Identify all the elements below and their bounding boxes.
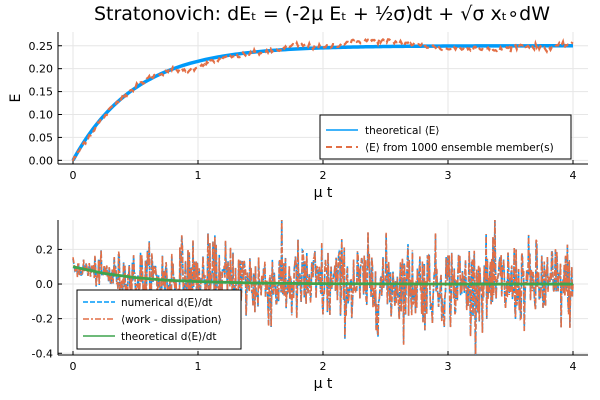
legend-label: ⟨E⟩ from 1000 ensemble member(s) — [365, 142, 554, 154]
x-tick-label: 0 — [70, 169, 77, 182]
y-tick-label: 0.10 — [29, 109, 54, 122]
y-tick-label: -0.4 — [32, 347, 53, 360]
y-tick-label: -0.2 — [32, 313, 53, 326]
plot-area — [71, 35, 574, 162]
y-tick-label: 0.05 — [29, 131, 54, 144]
y-tick-label: 0.00 — [29, 154, 54, 167]
y-tick-label: 0.2 — [36, 243, 54, 256]
top-panel: 0 1 2 3 4 0.00 0.05 0.10 0.15 0.20 0.25 μ t Etheoret… — [8, 32, 588, 201]
x-tick-label: 1 — [195, 169, 202, 182]
x-axis-label: μ t — [314, 185, 333, 201]
legend-label: ⟨work - dissipation⟩ — [121, 314, 222, 326]
x-tick-label: 4 — [570, 169, 577, 182]
series-theoretical-derivative — [72, 265, 573, 286]
x-axis-label: μ t — [314, 376, 333, 392]
chart-title: Stratonovich: dEₜ = (-2μ Eₜ + ½σ)dt + √σ… — [94, 3, 550, 25]
x-tick-label: 3 — [445, 169, 452, 182]
y-tick-label: 0.15 — [29, 86, 54, 99]
legend-label: theoretical ⟨E⟩ — [365, 125, 440, 137]
x-tick-label: 4 — [570, 360, 577, 373]
x-tick-label: 0 — [70, 360, 77, 373]
y-tick-label: 0.25 — [29, 40, 54, 53]
x-tick-label: 1 — [195, 360, 202, 373]
series-theoretical-mean-energy — [71, 44, 573, 162]
x-tick-label: 2 — [320, 169, 327, 182]
y-tick-label: 0.0 — [36, 278, 54, 291]
plot-area — [72, 220, 574, 355]
legend-box — [319, 114, 572, 160]
bottom-panel: 0 1 2 3 4 -0.4 -0.2 0.0 0.2 μ t numerical d⟨E⟩/dt ⟨… — [32, 220, 588, 392]
series-ensemble-mean-energy — [71, 35, 574, 162]
y-tick-label: 0.20 — [29, 63, 54, 76]
legend-label: theoretical d⟨E⟩/dt — [121, 331, 217, 343]
series-work-minus-dissipation — [72, 220, 574, 355]
y-axis-label: E — [8, 94, 24, 103]
legend-label: numerical d⟨E⟩/dt — [121, 297, 213, 309]
x-tick-label: 2 — [320, 360, 327, 373]
x-tick-label: 3 — [445, 360, 452, 373]
